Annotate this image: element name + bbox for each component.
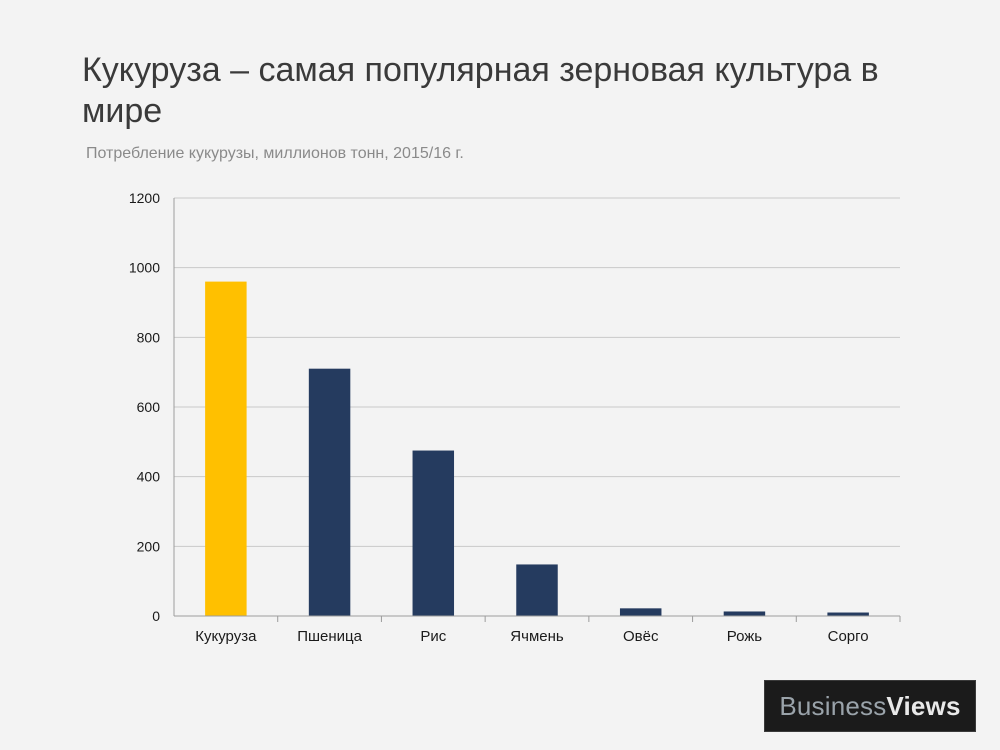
bar-3: [412, 450, 455, 616]
x-tick-label: Сорго: [828, 628, 869, 645]
y-tick-label: 600: [137, 399, 161, 415]
bars: [205, 281, 869, 616]
x-axis-labels: Кукуруза Пшеница Рис Ячмень Овёс Рожь Сорго: [195, 628, 868, 645]
businessviews-logo: Business Views: [764, 680, 976, 732]
axes: [173, 198, 901, 622]
logo-part-views: Views: [886, 690, 961, 721]
y-tick-label: 400: [137, 469, 161, 485]
chart-subtitle: Потребление кукурузы, миллионов тонн, 20…: [86, 145, 464, 162]
x-tick-label: Овёс: [623, 628, 659, 645]
y-tick-label: 0: [152, 608, 160, 624]
x-tick-label: Пшеница: [297, 628, 362, 645]
bar-4: [516, 564, 558, 616]
y-axis-ticks: 0 200 400 600 800 1000 1200: [129, 190, 160, 624]
y-tick-label: 800: [137, 329, 161, 345]
x-tick-label: Ячмень: [510, 628, 564, 645]
bar-6: [723, 611, 766, 616]
x-tick-label: Кукуруза: [195, 628, 257, 645]
y-tick-label: 1200: [129, 190, 160, 206]
logo-part-business: Business: [779, 690, 887, 721]
x-tick-label: Рожь: [727, 628, 763, 645]
page-title: Кукуруза – самая популярная зерновая кул…: [82, 51, 879, 130]
x-tick-label: Рис: [420, 628, 446, 645]
gridlines: [174, 197, 900, 547]
bar-5: [619, 608, 662, 616]
y-tick-label: 200: [137, 538, 161, 554]
bar-7: [827, 612, 869, 616]
bar-1: [205, 281, 247, 616]
bar-2: [308, 368, 351, 616]
bar-chart: 0 200 400 600 800 1000 1200 Кукуруза Пшеница Рис…: [129, 190, 901, 645]
y-tick-label: 1000: [129, 260, 160, 276]
